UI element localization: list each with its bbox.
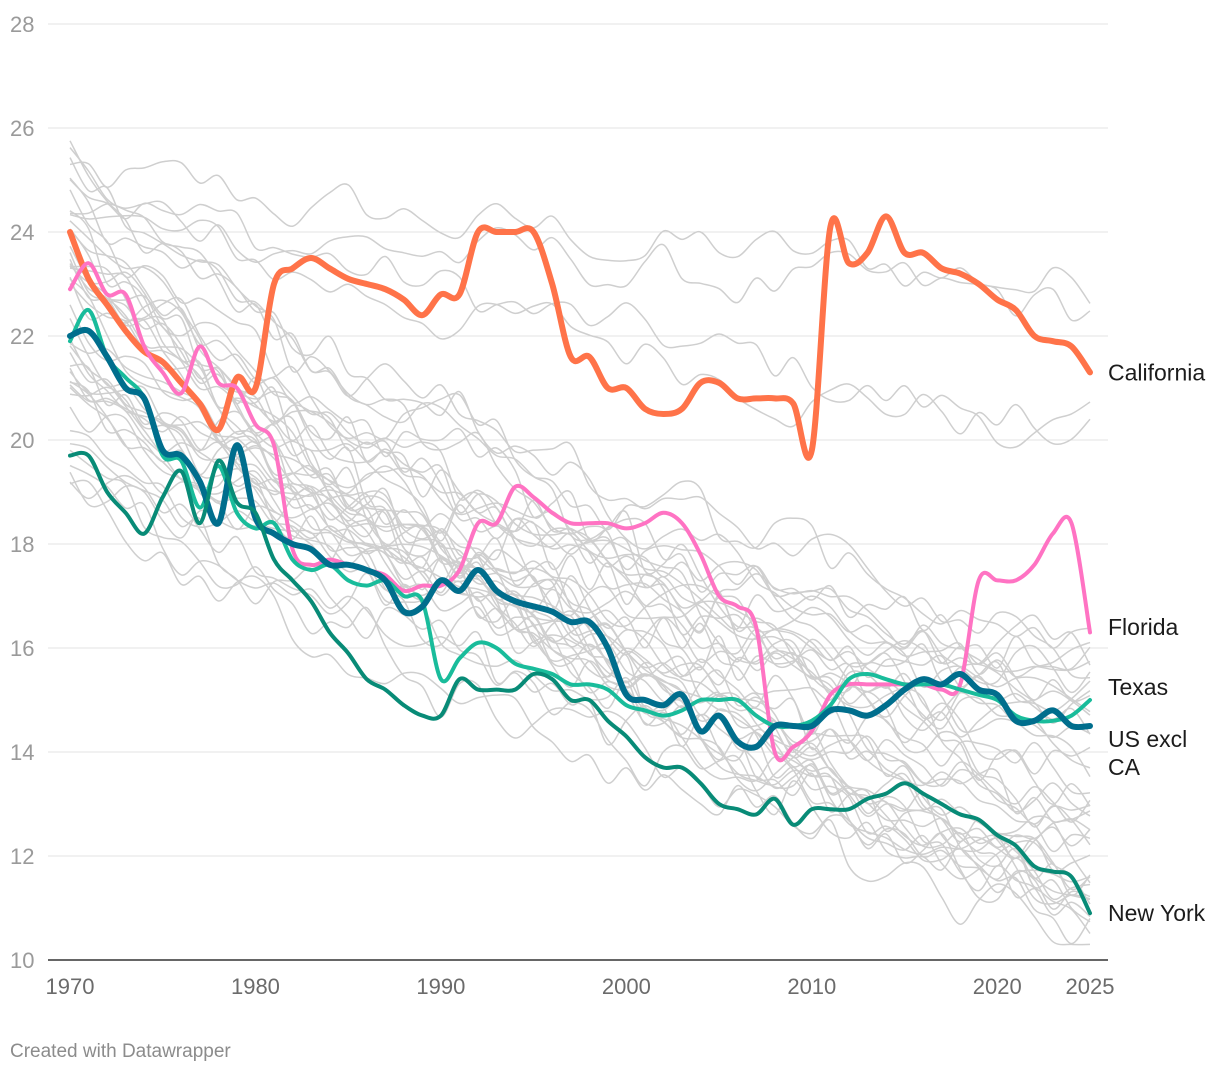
x-tick-label: 2025: [1066, 974, 1115, 999]
background-state-line: [69, 283, 1091, 894]
background-state-line: [69, 179, 1091, 449]
background-state-line: [69, 367, 1091, 666]
background-state-line: [69, 245, 1091, 649]
background-state-line: [69, 318, 1091, 918]
y-tick-label: 16: [10, 636, 34, 661]
background-state-line: [69, 342, 1091, 853]
background-state-line: [69, 474, 1091, 775]
background-state-line: [69, 265, 1091, 703]
x-tick-label: 1990: [416, 974, 465, 999]
y-axis-ticks: 10 12 14 16 18 20 22 24 26 28: [10, 12, 34, 973]
y-tick-label: 24: [10, 220, 34, 245]
background-state-line: [69, 304, 1091, 905]
background-state-line: [69, 264, 1091, 735]
y-tick-label: 26: [10, 116, 34, 141]
background-state-line: [69, 210, 1091, 934]
background-state-line: [69, 228, 1091, 807]
x-tick-label: 2020: [973, 974, 1022, 999]
background-state-line: [69, 159, 1091, 304]
x-tick-label: 2000: [602, 974, 651, 999]
series-label-florida: Florida: [1108, 614, 1179, 640]
background-state-line: [69, 189, 1091, 817]
series-label-new-york: New York: [1108, 900, 1206, 926]
background-state-lines: [69, 140, 1091, 946]
y-tick-label: 22: [10, 324, 34, 349]
background-state-line: [69, 386, 1091, 671]
background-state-line: [69, 267, 1091, 884]
background-state-line: [69, 200, 1091, 322]
background-state-line: [69, 387, 1091, 724]
y-tick-label: 18: [10, 532, 34, 557]
series-label-us-excl-ca: CA: [1108, 754, 1141, 780]
background-state-line: [69, 220, 1091, 891]
background-state-line: [69, 345, 1091, 905]
background-state-line: [69, 263, 1091, 901]
y-tick-label: 28: [10, 12, 34, 37]
background-state-line: [69, 384, 1091, 769]
x-tick-label: 1970: [46, 974, 95, 999]
series-label-california: California: [1108, 359, 1205, 385]
highlighted-series: [67, 213, 1093, 916]
x-tick-label: 1980: [231, 974, 280, 999]
background-state-line: [69, 157, 1091, 846]
background-state-line: [69, 371, 1091, 738]
background-state-line: [69, 278, 1091, 945]
series-label-us-excl-ca: US excl: [1108, 726, 1187, 752]
background-state-line: [69, 479, 1091, 946]
series-label-texas: Texas: [1108, 674, 1168, 700]
credit-text: Created with Datawrapper: [10, 1041, 231, 1062]
line-chart: 10 12 14 16 18 20 22 24 26 28 1970 1980 1990 2000 201…: [10, 12, 1206, 999]
y-tick-label: 20: [10, 428, 34, 453]
y-tick-label: 12: [10, 844, 34, 869]
background-state-line: [69, 213, 1091, 445]
y-tick-label: 14: [10, 740, 34, 765]
series-line-texas: [68, 308, 1092, 729]
y-tick-label: 10: [10, 948, 34, 973]
series-line-california: [67, 213, 1093, 461]
background-state-line: [69, 449, 1091, 910]
series-line-new-york: [68, 450, 1092, 916]
series-line-us-excl-ca: [67, 326, 1093, 751]
background-state-line: [69, 406, 1091, 678]
background-state-line: [69, 352, 1091, 673]
background-state-line: [69, 177, 1091, 679]
x-axis-ticks: 1970 1980 1990 2000 2010 2020 2025: [46, 974, 1115, 999]
x-tick-label: 2010: [787, 974, 836, 999]
background-state-line: [69, 429, 1091, 831]
